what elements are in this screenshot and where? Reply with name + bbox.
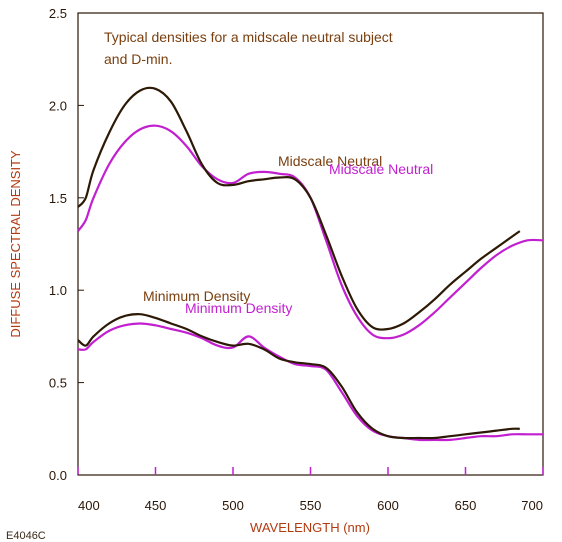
- x-tick-label: 600: [377, 498, 399, 513]
- x-tick-label: 500: [222, 498, 244, 513]
- plot-frame: [77, 12, 544, 476]
- y-tick-label: 2.0: [49, 98, 67, 113]
- series-label-midscale-magenta: Midscale Neutral: [329, 161, 433, 177]
- curves: [77, 86, 544, 442]
- axis-ticks: 400 450 500 550 600 650 700 0.0 0.5 1.0 1.5 2.0 2.5: [49, 6, 544, 513]
- x-tick-label: 700: [521, 498, 543, 513]
- series-label-midscale-brown: Midscale Neutral: [278, 153, 382, 169]
- annotation-line-1: Typical densities for a midscale neutral…: [104, 29, 393, 45]
- figure-code: E4046C: [6, 530, 46, 542]
- series-curve-midscale-neutral-brown: [77, 86, 521, 331]
- series-label-minimum-magenta: Minimum Density: [185, 300, 292, 316]
- y-axis-label: DIFFUSE SPECTRAL DENSITY: [8, 150, 23, 338]
- x-tick-label: 400: [78, 498, 100, 513]
- y-tick-label: 0.0: [49, 468, 67, 483]
- series-curve-minimum-density-magenta: [77, 322, 543, 442]
- y-tick-label: 1.5: [49, 191, 67, 206]
- y-tick-label: 1.0: [49, 283, 67, 298]
- annotation-line-2: and D-min.: [104, 51, 172, 67]
- y-tick-label: 0.5: [49, 376, 67, 391]
- x-tick-label: 650: [455, 498, 477, 513]
- x-tick-label: 450: [145, 498, 167, 513]
- series-label-minimum-brown: Minimum Density: [143, 288, 250, 304]
- x-axis-label: WAVELENGTH (nm): [250, 520, 370, 535]
- series-curve-minimum-density-brown: [77, 313, 520, 440]
- y-tick-label: 2.5: [49, 6, 67, 21]
- x-tick-label: 550: [300, 498, 322, 513]
